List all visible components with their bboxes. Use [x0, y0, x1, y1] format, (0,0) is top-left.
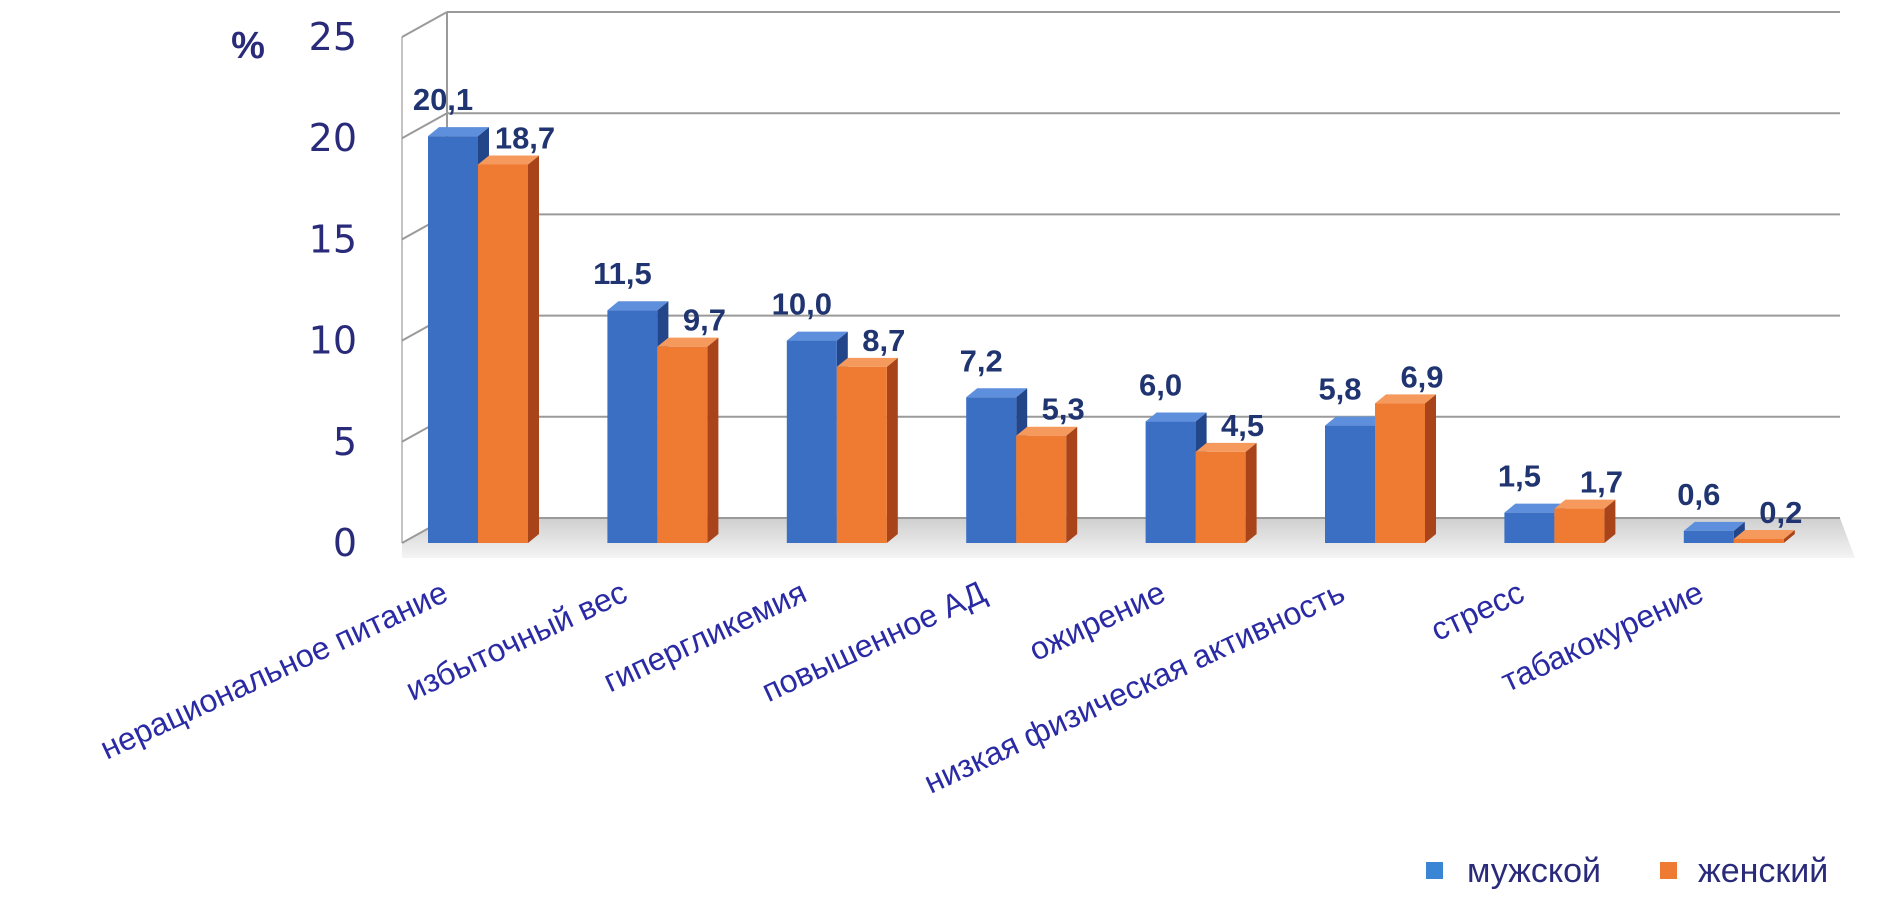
data-label-male: 1,5 [1498, 459, 1541, 494]
data-label-male: 7,2 [960, 343, 1003, 378]
bar-top [786, 331, 848, 341]
bar-side [528, 155, 539, 543]
gridline-side [401, 112, 448, 140]
bar-front [1733, 538, 1784, 543]
y-tick-label: 20 [309, 116, 357, 160]
category-label: табакокурение [1495, 574, 1708, 699]
data-label-male: 10,0 [772, 287, 832, 322]
bar-side [886, 357, 898, 543]
bar-top [1504, 503, 1566, 513]
bar-top [607, 301, 669, 311]
y-tick-label: 15 [309, 217, 357, 261]
bar-female [836, 357, 898, 543]
bar-front [1504, 512, 1555, 543]
category-label: стресс [1425, 574, 1529, 648]
legend-swatch-female [1660, 862, 1677, 879]
bar-female [1554, 499, 1616, 543]
bar-front [1145, 421, 1196, 543]
bar-female [478, 155, 539, 543]
data-label-male: 20,1 [413, 82, 473, 117]
bar-front [1016, 435, 1067, 543]
bar-side [707, 337, 719, 543]
bar-top [1195, 442, 1257, 452]
y-unit-label: % [231, 25, 265, 67]
data-label-male: 0,6 [1677, 477, 1720, 512]
bar-front [607, 310, 658, 543]
bar-top [836, 357, 898, 367]
bar-top [1016, 426, 1078, 436]
data-label-female: 18,7 [495, 121, 555, 156]
legend-swatch-male [1426, 862, 1443, 879]
bar-top [1375, 394, 1436, 404]
gridline-side [401, 11, 448, 38]
bar-top [428, 127, 489, 137]
bar-front [478, 164, 528, 543]
data-label-male: 11,5 [593, 256, 652, 291]
bar-side [1425, 394, 1436, 543]
bar-top [657, 337, 719, 347]
legend-label-male: мужской [1467, 852, 1601, 890]
bar-front [1683, 530, 1734, 543]
bar-female [1195, 442, 1257, 543]
y-tick-label: 25 [309, 15, 357, 59]
bar-top [1554, 499, 1616, 509]
data-label-female: 4,5 [1221, 408, 1264, 443]
bar-top [1325, 416, 1386, 426]
bar-side [1245, 442, 1257, 543]
bar-top [1145, 412, 1207, 422]
data-label-female: 9,7 [683, 303, 726, 338]
bar-male [1145, 412, 1207, 543]
data-label-female: 8,7 [862, 323, 905, 358]
bar-side [1783, 529, 1795, 543]
bar-front [786, 340, 837, 543]
data-label-female: 0,2 [1759, 495, 1802, 530]
bar-front [428, 136, 478, 543]
bar-front [1325, 425, 1375, 543]
bar-front [657, 346, 708, 543]
bar-top [1683, 521, 1745, 531]
category-label: ожирение [1023, 574, 1170, 668]
bar-female [1016, 426, 1078, 543]
bar-front [1554, 508, 1605, 543]
data-label-female: 1,7 [1580, 465, 1623, 500]
bar-side [1066, 426, 1078, 543]
bar-top [966, 388, 1028, 398]
legend: мужской женский [1426, 852, 1828, 890]
bar-female [1375, 394, 1436, 543]
data-label-male: 6,0 [1139, 368, 1182, 403]
data-label-female: 5,3 [1042, 392, 1085, 427]
y-axis: % 0 5 10 15 20 25 [231, 15, 357, 565]
floor [402, 518, 1855, 558]
bar-female [1733, 529, 1795, 543]
y-tick-label: 10 [309, 319, 357, 363]
y-tick-label: 0 [333, 521, 357, 565]
bar-front [1195, 451, 1246, 543]
bar-top [1733, 529, 1795, 539]
data-label-male: 5,8 [1318, 372, 1361, 407]
bar-front [836, 366, 887, 543]
bar-side [1604, 499, 1616, 543]
bar-front [966, 397, 1017, 543]
bar-top [478, 155, 539, 165]
data-label-female: 6,9 [1400, 359, 1443, 394]
bars [428, 127, 1795, 544]
bar-front [1375, 403, 1425, 543]
data-labels: 20,1 18,7 11,5 9,7 10,0 8,7 7,2 5,3 6,0 4,5 5,8 6,9… [413, 82, 1803, 530]
bar-female [657, 337, 719, 543]
bar-male [1683, 521, 1745, 543]
legend-label-female: женский [1698, 852, 1828, 890]
y-tick-label: 5 [333, 420, 357, 464]
category-label: нерациональное питание [95, 574, 453, 767]
